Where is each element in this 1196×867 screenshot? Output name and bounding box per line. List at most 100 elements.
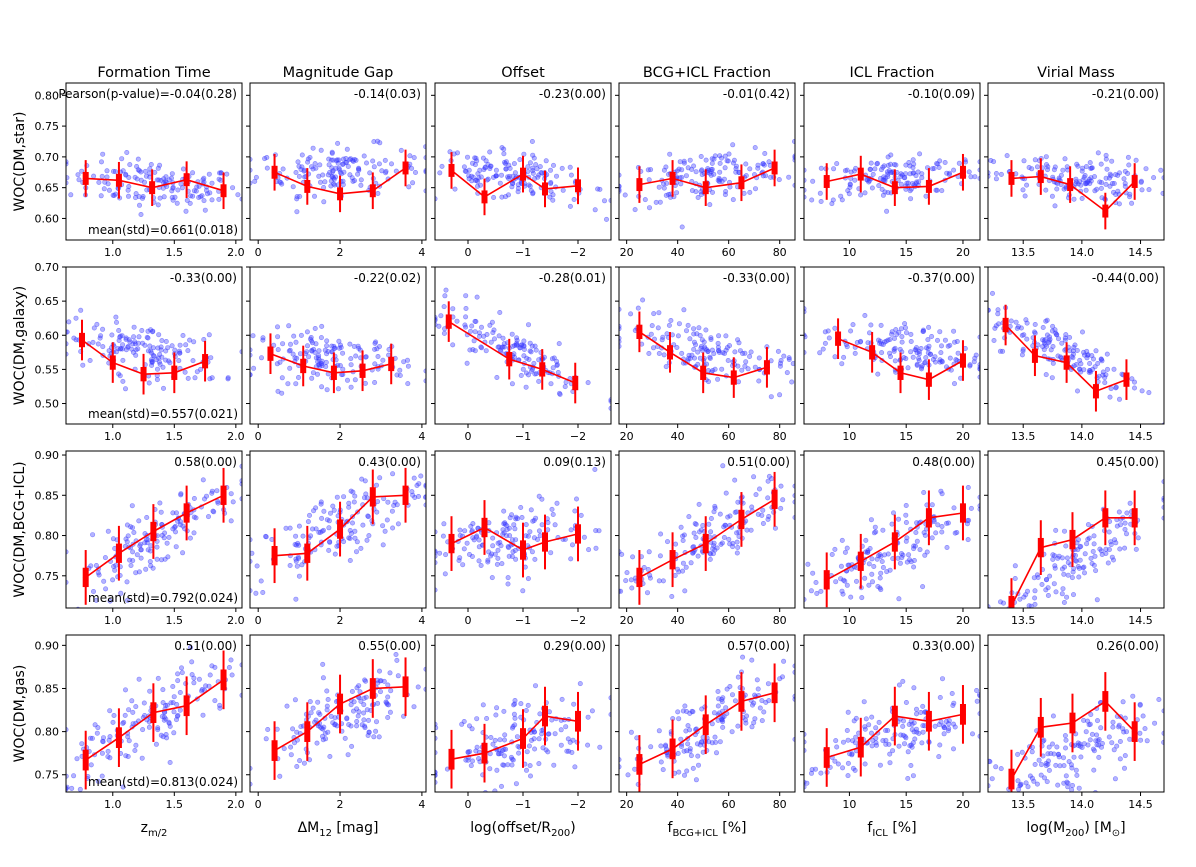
scatter-point — [365, 717, 371, 723]
scatter-point — [316, 357, 322, 363]
scatter-point — [100, 326, 106, 332]
scatter-point — [159, 713, 165, 719]
scatter-point — [889, 521, 895, 527]
bin-median-point — [771, 496, 778, 503]
scatter-point — [751, 474, 757, 480]
scatter-point — [1043, 154, 1049, 160]
scatter-point — [642, 197, 648, 203]
scatter-point — [892, 358, 898, 364]
scatter-point — [1069, 575, 1075, 581]
scatter-point — [309, 347, 315, 353]
scatter-point — [723, 705, 729, 711]
scatter-point — [1109, 158, 1115, 164]
scatter-point — [318, 335, 324, 341]
scatter-point — [441, 521, 447, 527]
scatter-point — [848, 328, 854, 334]
scatter-point — [1045, 167, 1051, 173]
scatter-point — [696, 501, 702, 507]
scatter-point — [327, 539, 333, 545]
bin-median-point — [520, 547, 526, 553]
scatter-point — [558, 742, 564, 748]
scatter-point — [993, 764, 999, 770]
scatter-point — [457, 527, 463, 533]
bin-median-point — [771, 689, 778, 696]
scatter-point — [343, 156, 349, 162]
scatter-point — [1130, 693, 1136, 699]
scatter-point — [435, 587, 438, 593]
scatter-point — [352, 157, 358, 163]
scatter-point — [501, 344, 507, 350]
scatter-point — [778, 483, 784, 489]
scatter-point — [77, 786, 83, 792]
scatter-point — [741, 190, 747, 196]
scatter-point — [358, 545, 364, 551]
scatter-point — [350, 708, 356, 714]
scatter-point — [443, 552, 449, 558]
scatter-point — [761, 162, 767, 168]
scatter-point — [708, 335, 714, 341]
scatter-point — [321, 199, 327, 205]
scatter-point — [1061, 763, 1067, 769]
scatter-point — [887, 354, 893, 360]
scatter-point — [1020, 187, 1026, 193]
scatter-point — [581, 534, 587, 540]
scatter-point — [310, 166, 316, 172]
scatter-point — [191, 339, 197, 345]
scatter-point — [478, 324, 484, 330]
scatter-point — [290, 184, 296, 190]
scatter-point — [179, 665, 185, 671]
bin-median-point — [79, 337, 85, 343]
x-tick-label: 15 — [899, 430, 913, 443]
scatter-point — [1056, 553, 1062, 559]
scatter-point — [818, 588, 824, 594]
scatter-point — [1032, 595, 1038, 601]
scatter-point — [497, 737, 503, 743]
scatter-point — [748, 527, 754, 533]
scatter-point — [842, 549, 848, 555]
scatter-point — [882, 189, 888, 195]
scatter-point — [685, 741, 691, 747]
scatter-point — [356, 709, 362, 715]
scatter-point — [817, 350, 823, 356]
scatter-point — [66, 341, 69, 347]
scatter-point — [1094, 732, 1100, 738]
scatter-point — [693, 169, 699, 175]
scatter-point — [133, 352, 139, 358]
scatter-point — [509, 725, 515, 731]
scatter-point — [367, 170, 373, 176]
scatter-point — [1052, 203, 1058, 209]
scatter-point — [762, 151, 768, 157]
scatter-point — [527, 773, 533, 779]
scatter-point — [346, 504, 352, 510]
scatter-point — [389, 508, 395, 514]
scatter-point — [184, 197, 190, 203]
scatter-point — [156, 359, 162, 365]
scatter-point — [507, 515, 513, 521]
x-tick-label: 0 — [465, 614, 472, 627]
scatter-point — [154, 177, 160, 183]
bin-median-point — [1131, 178, 1138, 185]
scatter-point — [347, 557, 353, 563]
scatter-point — [239, 463, 242, 469]
scatter-point — [908, 196, 914, 202]
scatter-point — [668, 317, 674, 323]
scatter-point — [1103, 152, 1109, 158]
scatter-point — [126, 738, 132, 744]
scatter-point — [1081, 717, 1087, 723]
scatter-point — [320, 661, 326, 667]
scatter-point — [586, 547, 592, 553]
scatter-point — [355, 171, 361, 177]
scatter-point — [142, 168, 148, 174]
scatter-point — [297, 758, 303, 764]
scatter-point — [1037, 808, 1041, 812]
scatter-point — [492, 737, 498, 743]
scatter-point — [900, 723, 906, 729]
scatter-point — [1062, 337, 1068, 343]
scatter-point — [556, 390, 562, 396]
scatter-point — [944, 170, 950, 176]
scatter-point — [491, 327, 497, 333]
scatter-point — [150, 328, 156, 334]
scatter-point — [514, 734, 520, 740]
scatter-point — [373, 482, 379, 488]
scatter-point — [1062, 528, 1068, 534]
